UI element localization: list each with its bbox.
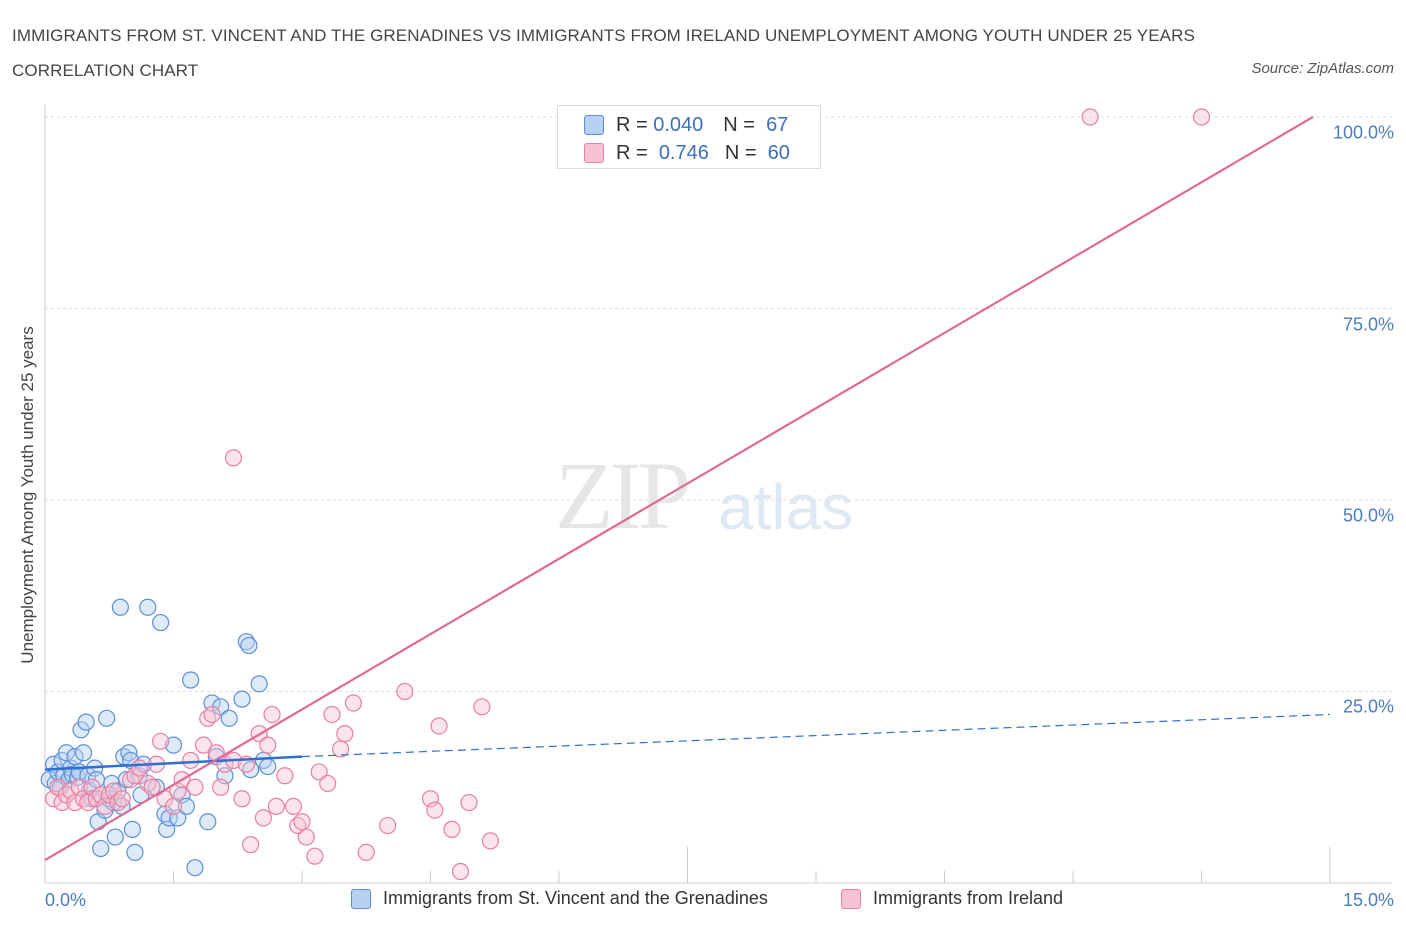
point-ireland [212, 778, 230, 796]
y-tick-label: 50.0% [1342, 505, 1394, 526]
point-ireland [443, 820, 461, 838]
point-vincent [139, 598, 157, 616]
point-ireland [263, 705, 281, 724]
point-ireland [182, 751, 200, 770]
point-ireland [344, 694, 362, 712]
legend-n-label: N = [723, 113, 755, 136]
point-ireland [143, 778, 161, 796]
point-vincent [74, 744, 93, 762]
y-tick-label: 100.0% [1332, 122, 1394, 143]
point-ireland [379, 816, 397, 835]
x-tick-label-min: 0.0% [45, 890, 87, 910]
point-ireland [357, 843, 375, 861]
legend-n-label: N = [724, 141, 757, 164]
point-ireland [242, 836, 260, 854]
trendline-vincent-extension [301, 713, 1331, 758]
point-ireland [460, 793, 478, 812]
trendline-vincent [44, 755, 303, 771]
point-ireland [336, 725, 354, 743]
legend-n-value: 67 [766, 113, 789, 136]
y-tick-label: 25.0% [1342, 696, 1394, 717]
legend-row-ireland: R = 0.746 N = 60 [584, 141, 790, 165]
point-ireland [451, 862, 470, 881]
point-ireland [284, 797, 303, 816]
series-swatch-blue [351, 888, 371, 909]
legend-swatch-blue [584, 115, 604, 135]
point-ireland [1192, 108, 1211, 126]
point-vincent [92, 839, 110, 858]
legend-r-value: 0.746 [658, 141, 709, 164]
point-ireland [259, 736, 277, 754]
point-ireland [297, 828, 315, 846]
point-ireland [430, 717, 448, 735]
legend-r-label: R = [616, 141, 648, 164]
point-vincent [126, 843, 144, 861]
point-ireland [319, 774, 337, 793]
y-axis-label: Unemployment Among Youth under 25 years [18, 326, 37, 664]
legend-r-label: R = [616, 113, 648, 136]
legend-row-vincent: R = 0.040 N = 67 [584, 113, 788, 137]
point-ireland [194, 736, 213, 754]
point-ireland [481, 832, 500, 850]
point-ireland [306, 847, 324, 865]
point-ireland [267, 797, 285, 816]
y-tick-label: 75.0% [1342, 314, 1394, 335]
series-legend: Immigrants from St. Vincent and the Gren… [0, 888, 1406, 916]
point-ireland [426, 801, 444, 819]
trendline-ireland [44, 116, 1314, 861]
point-vincent [186, 859, 204, 877]
point-vincent [117, 770, 135, 789]
series-legend-label: Immigrants from St. Vincent and the Gren… [383, 888, 768, 908]
chart-title: IMMIGRANTS FROM ST. VINCENT AND THE GREN… [12, 26, 1195, 80]
watermark-atlas: atlas [718, 471, 854, 543]
point-vincent [111, 598, 129, 616]
source-note: Source: ZipAtlas.com [1251, 60, 1394, 77]
point-vincent [77, 713, 95, 731]
point-vincent [250, 675, 268, 693]
series-swatch-pink [841, 888, 861, 909]
x-tick-label-max: 15.0% [1342, 890, 1394, 910]
legend-swatch-pink [584, 143, 604, 163]
point-ireland [473, 698, 491, 716]
point-vincent [164, 736, 183, 754]
point-vincent [177, 797, 195, 816]
point-ireland [164, 797, 183, 816]
point-ireland [113, 790, 131, 808]
point-vincent [240, 636, 258, 655]
point-vincent [152, 613, 170, 632]
point-ireland [130, 759, 148, 777]
point-vincent [220, 709, 238, 727]
point-vincent [233, 690, 251, 708]
point-vincent [123, 820, 141, 838]
point-ireland [254, 809, 273, 827]
point-ireland [1081, 108, 1099, 126]
point-ireland [323, 705, 341, 724]
point-ireland [203, 705, 221, 724]
point-ireland [276, 767, 294, 785]
point-vincent [199, 813, 217, 831]
point-vincent [106, 828, 124, 846]
series-legend-label: Immigrants from Ireland [873, 888, 1064, 908]
point-ireland [293, 813, 311, 831]
point-ireland [224, 449, 243, 467]
legend-r-value: 0.040 [653, 113, 704, 136]
point-vincent [259, 757, 277, 776]
point-ireland [396, 682, 414, 701]
point-ireland [233, 790, 251, 808]
point-ireland [310, 763, 328, 781]
point-ireland [152, 732, 170, 750]
series-legend-vincent[interactable]: Immigrants from St. Vincent and the Gren… [351, 888, 768, 909]
legend-n-value: 60 [767, 141, 790, 164]
series-legend-ireland[interactable]: Immigrants from Ireland [841, 888, 1063, 909]
point-vincent [182, 671, 200, 689]
correlation-legend: R = 0.040 N = 67 R = 0.746 N = 60 [557, 105, 821, 169]
point-ireland [186, 778, 204, 796]
point-vincent [98, 709, 116, 727]
